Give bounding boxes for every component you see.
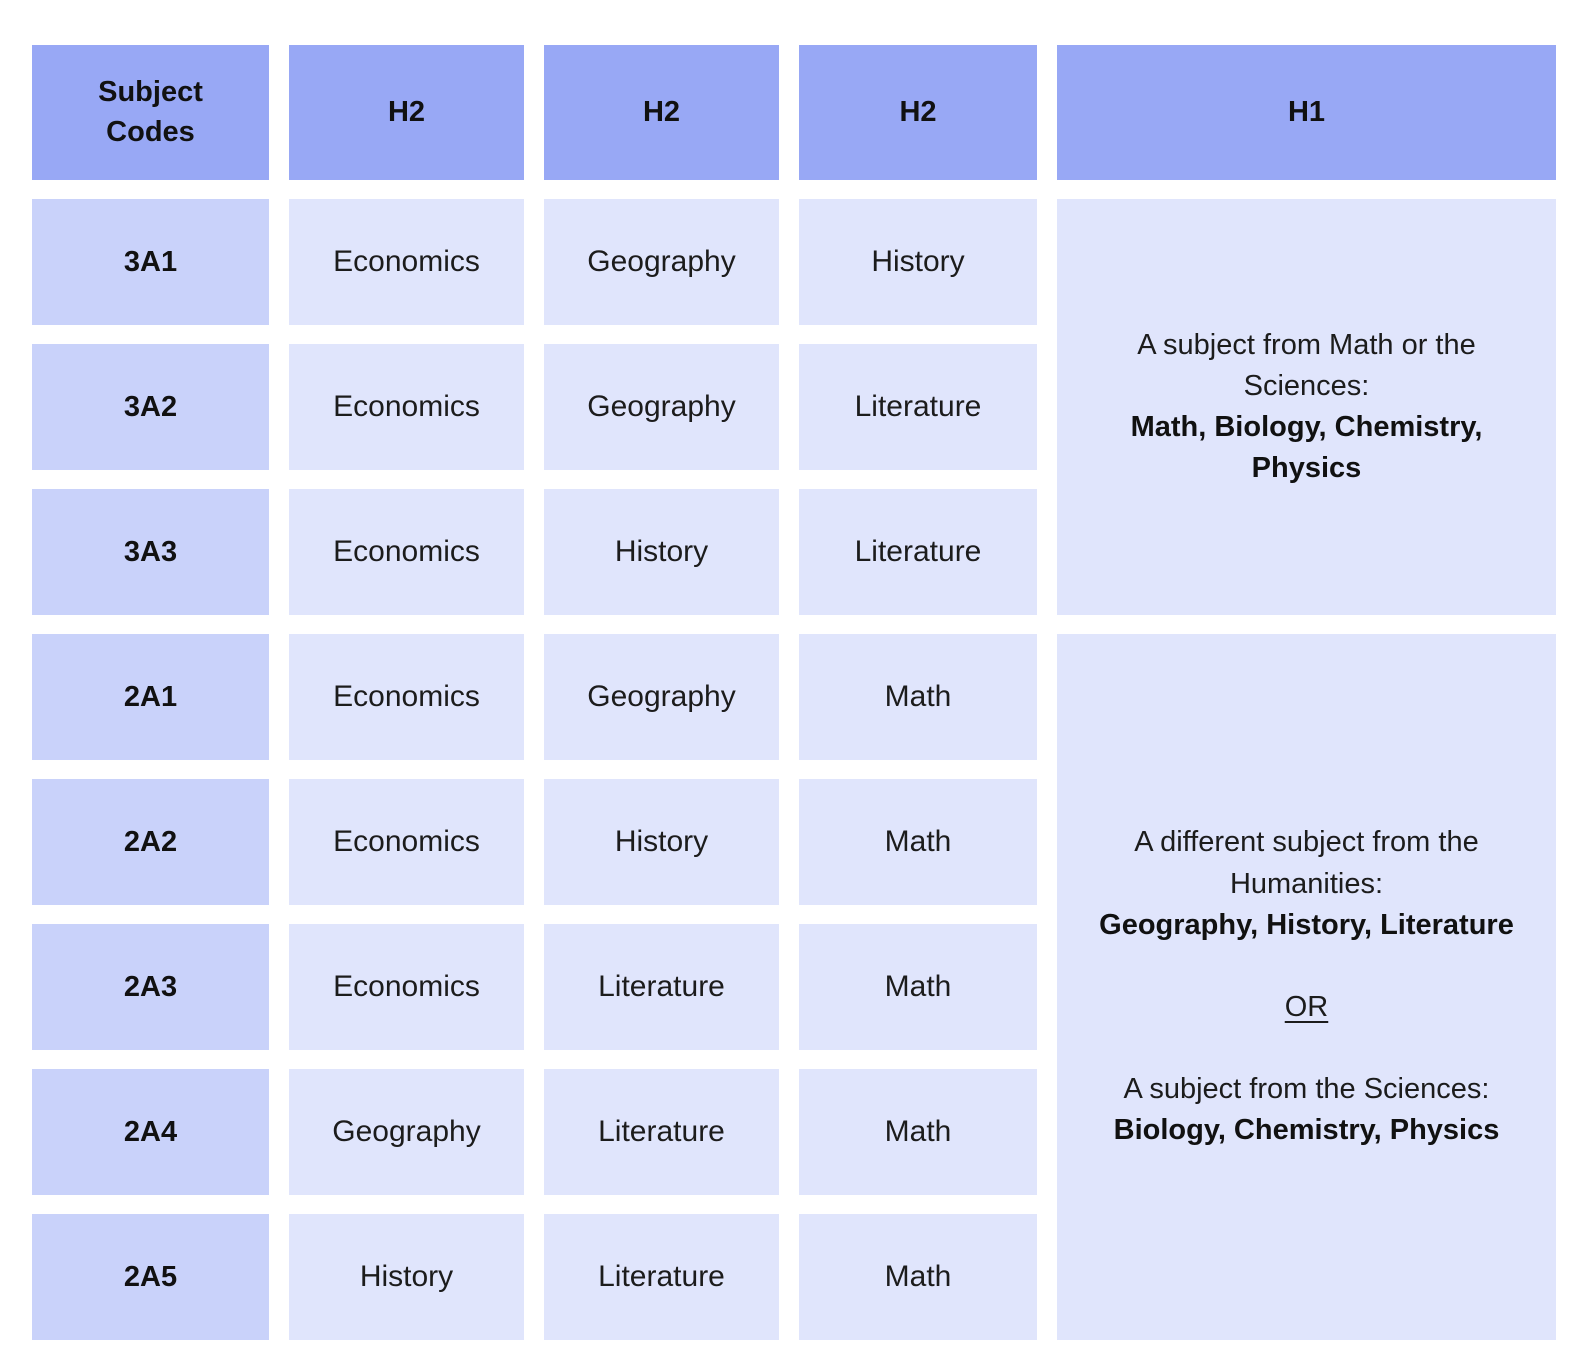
h2-subject-cell: Math [799,634,1037,760]
header-label: H2 [899,95,937,128]
h2-subject-cell: Economics [289,199,524,325]
header-h2-2: H2 [544,45,779,180]
header-label: H1 [1287,95,1326,128]
h1-option-cell-group1: A subject from Math or the Sciences: Mat… [1057,199,1556,615]
h2-subject-cell: Economics [289,779,524,905]
header-h2-1: H2 [289,45,524,180]
h2-subject-cell: History [799,199,1037,325]
h2-subject-cell: Economics [289,634,524,760]
subject-code-cell-3A2: 3A2 [32,344,269,470]
h1-group2-intro: A different subject from the Humanities: [1134,826,1479,900]
h2-subject-cell: Economics [289,489,524,615]
subject-code-cell-2A4: 2A4 [32,1069,269,1195]
h2-subject-cell: Literature [544,924,779,1050]
header-label: H2 [387,95,426,128]
h2-subject-cell: Literature [799,344,1037,470]
h1-group2-intro2: A subject from the Sciences: [1123,1073,1490,1106]
h2-subject-cell: Geography [544,634,779,760]
h2-subject-cell: Literature [799,489,1037,615]
h1-group1-intro: A subject from Math or the Sciences: [1137,328,1476,402]
h1-group1-options: Math, Biology, Chemistry, Physics [1130,411,1483,485]
header-subject-codes: Subject Codes [32,45,269,180]
header-label: Subject Codes [98,76,203,148]
h2-subject-cell: Math [799,779,1037,905]
subject-combination-table: Subject Codes H2 H2 H2 H1 A subject from… [32,45,1556,1340]
h1-group2-options2: Biology, Chemistry, Physics [1113,1114,1500,1147]
h2-subject-cell: History [544,489,779,615]
h1-group2-options: Geography, History, Literature [1099,908,1514,941]
subject-code-cell-3A3: 3A3 [32,489,269,615]
h2-subject-cell: Economics [289,344,524,470]
subject-code-cell-3A1: 3A1 [32,199,269,325]
h1-group2-or-label: OR [1284,991,1329,1023]
header-h2-3: H2 [799,45,1037,180]
h2-subject-cell: Literature [544,1214,779,1340]
subject-code-cell-2A2: 2A2 [32,779,269,905]
h1-option-cell-group2: A different subject from the Humanities:… [1057,634,1556,1340]
h2-subject-cell: Geography [544,199,779,325]
h2-subject-cell: Geography [544,344,779,470]
subject-code-cell-2A1: 2A1 [32,634,269,760]
h2-subject-cell: Geography [289,1069,524,1195]
subject-code-cell-2A5: 2A5 [32,1214,269,1340]
h2-subject-cell: History [544,779,779,905]
h2-subject-cell: Math [799,924,1037,1050]
h2-subject-cell: Literature [544,1069,779,1195]
header-label: H2 [642,95,681,128]
h2-subject-cell: History [289,1214,524,1340]
header-h1: H1 [1057,45,1556,180]
h2-subject-cell: Math [799,1214,1037,1340]
subject-code-cell-2A3: 2A3 [32,924,269,1050]
h2-subject-cell: Math [799,1069,1037,1195]
h2-subject-cell: Economics [289,924,524,1050]
